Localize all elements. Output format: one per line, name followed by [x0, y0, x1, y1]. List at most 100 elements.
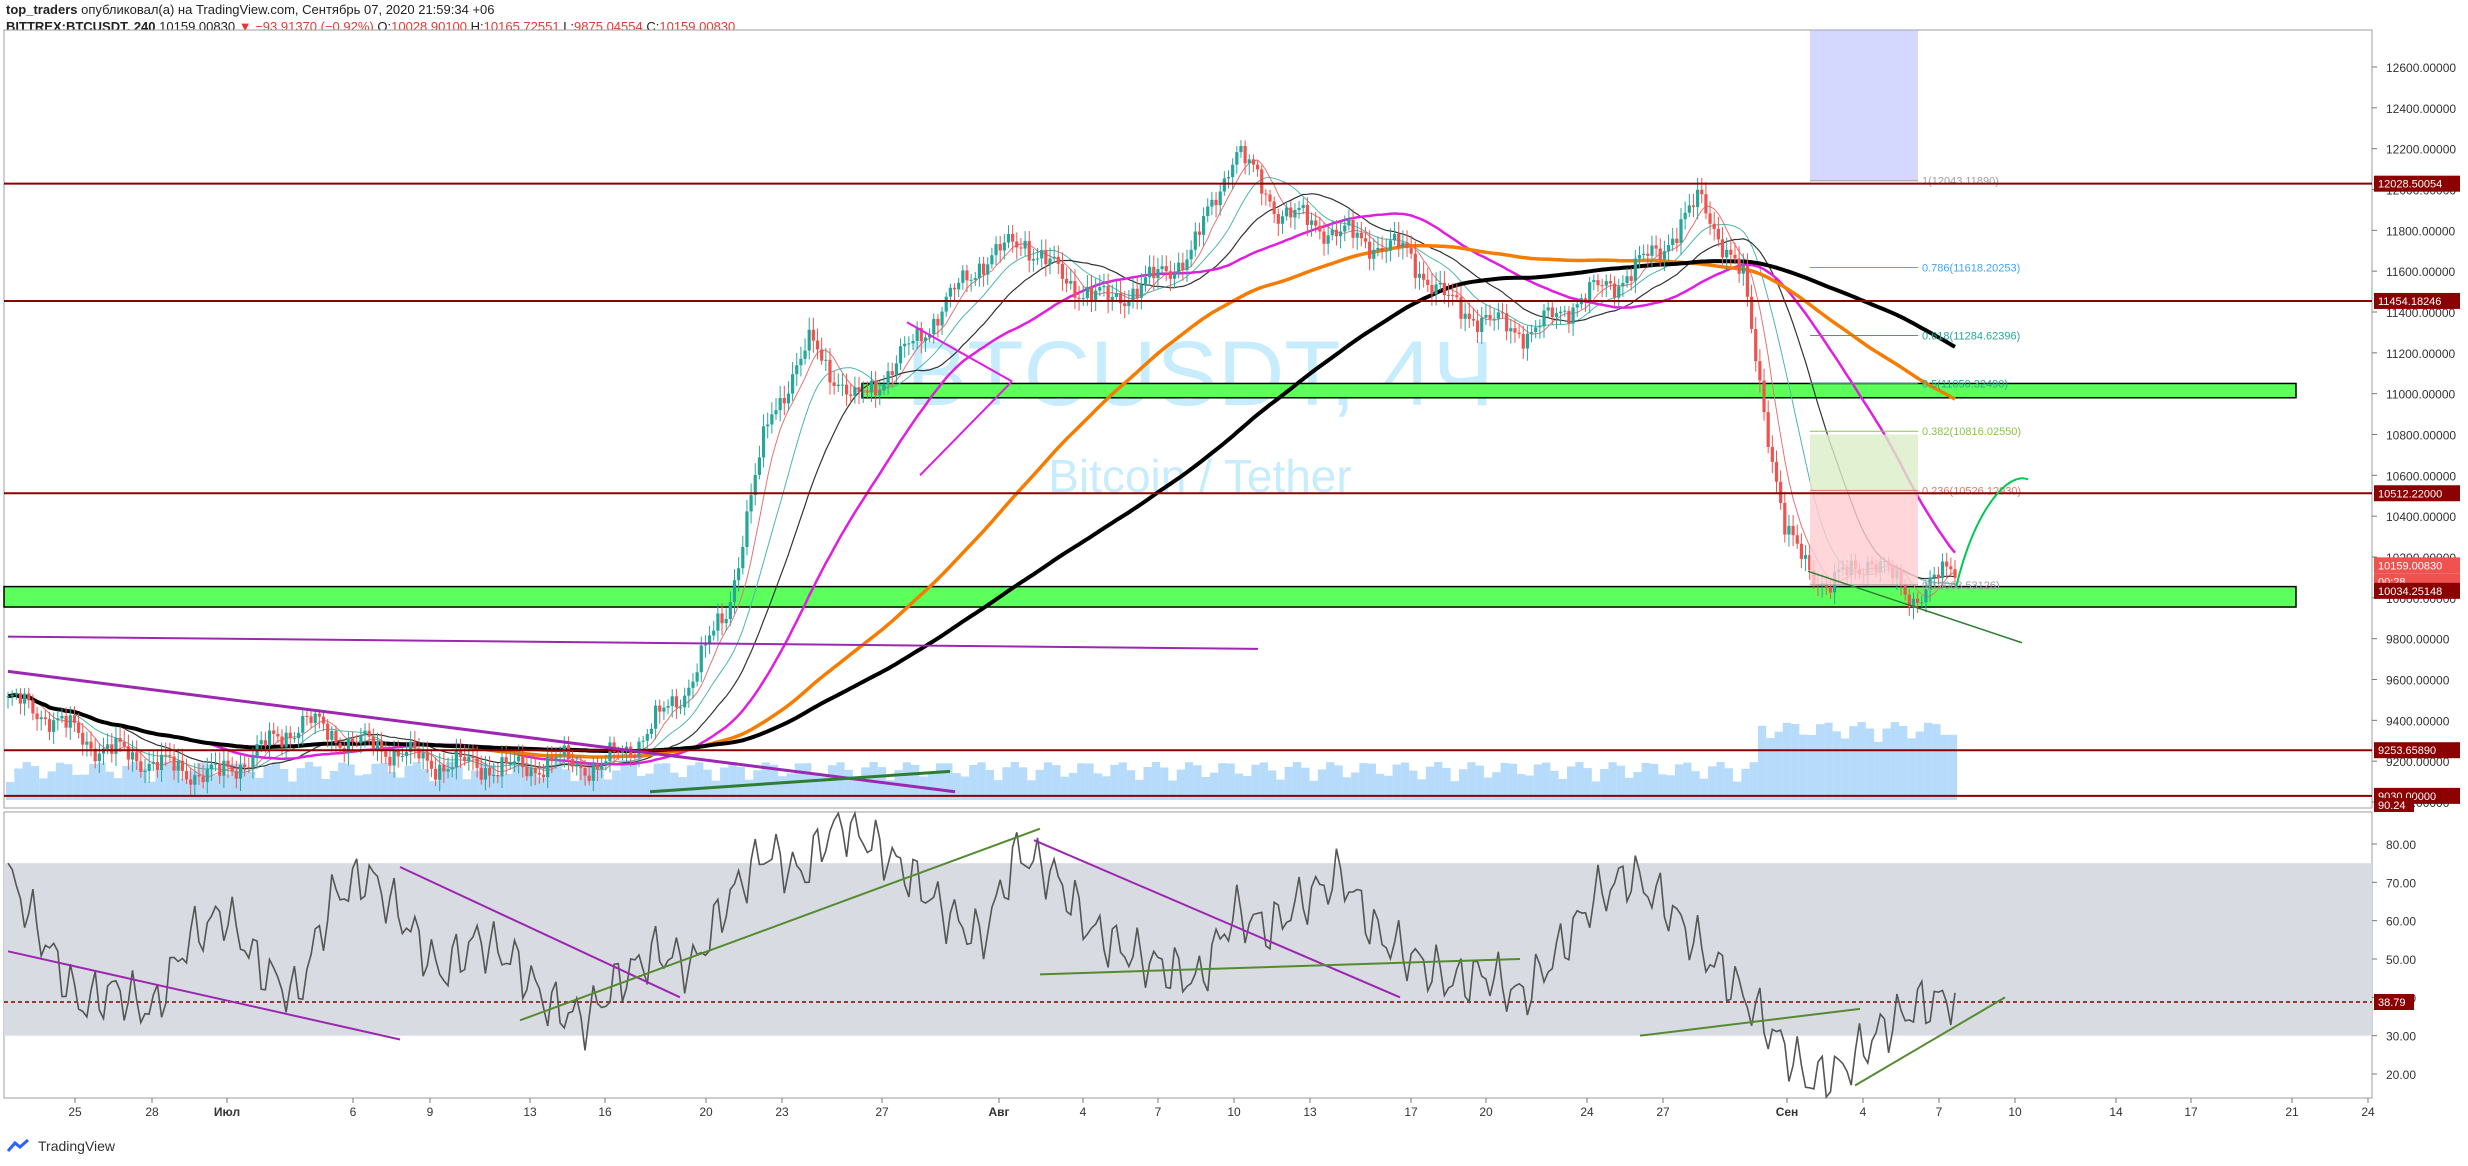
candle-body [1949, 566, 1953, 570]
price-pane[interactable] [3, 29, 2373, 809]
candle-body [774, 410, 778, 415]
osc-trend-purple-1[interactable] [7, 950, 401, 1041]
level-badge-label: 12028.50054 [2378, 179, 2442, 191]
candle-body [1907, 594, 1911, 608]
candle-body [670, 696, 674, 706]
candle-body [986, 264, 990, 275]
time-axis-label: 24 [1580, 1105, 1594, 1119]
candle-body [1475, 320, 1480, 332]
candle-body [122, 741, 126, 747]
volume-bar [952, 773, 961, 800]
candle-body [1488, 315, 1492, 319]
footer-brand[interactable]: TradingView [38, 1138, 116, 1154]
candle-body [504, 757, 508, 764]
candle-body [31, 700, 35, 714]
candle-body [824, 359, 828, 361]
time-axis-label: 17 [1404, 1105, 1418, 1119]
candle-body [944, 296, 948, 312]
candle-body [807, 329, 811, 351]
osc-trend-green-1[interactable] [519, 827, 1041, 1022]
volume-bar [1774, 731, 1783, 800]
candle-body [27, 693, 31, 701]
candle-body [1642, 253, 1646, 256]
fib-level-label: 0(10063.53126) [1922, 580, 2000, 592]
support-zone-upper[interactable] [861, 382, 2297, 399]
candle-body [1637, 255, 1642, 259]
osc-trend-green-2[interactable] [1039, 958, 1521, 976]
candle-body [1513, 328, 1517, 333]
candle-body [197, 775, 201, 777]
candle-body [1006, 233, 1011, 243]
candle-body [1388, 240, 1393, 251]
osc-axis-label: 60.00 [2386, 915, 2416, 929]
candle-body [126, 746, 130, 760]
osc-trend-purple-2[interactable] [399, 866, 681, 999]
candle-body [458, 750, 463, 758]
volume-bar [1674, 764, 1684, 800]
candle-body [496, 774, 500, 777]
author-name[interactable]: top_traders [6, 2, 78, 17]
time-axis-label: Сен [1776, 1105, 1799, 1119]
candle-body [1932, 574, 1936, 578]
candle-body [1679, 219, 1683, 244]
candle-body [433, 768, 438, 780]
candle-body [600, 764, 604, 769]
candle-body [1604, 281, 1608, 286]
volume-bar [205, 764, 214, 800]
candle-body [309, 716, 313, 723]
candle-body [529, 767, 533, 777]
time-axis-label: 20 [1479, 1105, 1493, 1119]
trendline-magenta-flag-bottom[interactable] [919, 380, 1013, 477]
candle-body [380, 741, 384, 752]
price-axis-label: 12600.00000 [2386, 61, 2456, 75]
candle-body [1056, 256, 1060, 264]
volume-bar [1483, 777, 1493, 800]
trendline-purple-flat[interactable] [7, 635, 1259, 650]
candle-body [981, 263, 986, 275]
osc-trend-purple-3[interactable] [1033, 839, 1401, 999]
candle-body [745, 511, 749, 547]
volume-bar [960, 776, 970, 800]
trendline-magenta-flag-top[interactable] [906, 321, 1013, 383]
osc-trend-green-3[interactable] [1639, 1007, 1861, 1037]
volume-bar [271, 762, 280, 800]
candle-body [1040, 250, 1044, 259]
candle-body [778, 398, 782, 411]
candle-body [1019, 247, 1023, 249]
candle-body [1380, 247, 1384, 252]
candle-body [911, 340, 915, 344]
candle-body [1791, 525, 1795, 536]
candle-body [1027, 240, 1031, 261]
candle-body [68, 715, 72, 728]
volume-bar [587, 762, 596, 800]
candle-body [1210, 199, 1214, 207]
candle-body [1077, 297, 1081, 299]
candle-body [305, 716, 309, 718]
candle-body [1625, 276, 1629, 283]
volume-bar [686, 765, 696, 800]
support-zone-lower[interactable] [3, 585, 2297, 608]
candle-body [1683, 212, 1687, 220]
trendline-green-base[interactable] [649, 769, 951, 794]
candle-body [1255, 164, 1260, 170]
candle-body [782, 398, 786, 404]
volume-bar [778, 776, 787, 800]
candle-body [106, 744, 110, 749]
candle-body [139, 761, 143, 772]
price-axis-label: 9600.00000 [2386, 674, 2450, 688]
trendline-purple-descending[interactable] [7, 669, 956, 794]
candle-body [1023, 240, 1027, 249]
trendline-green-support[interactable] [1807, 570, 2023, 644]
candle-body [512, 761, 517, 764]
volume-bar [1716, 762, 1725, 800]
volume-bar [977, 762, 986, 800]
candle-body [130, 752, 135, 760]
osc-trend-green-4[interactable] [1854, 996, 2006, 1087]
volume-bar [1757, 725, 1767, 800]
projection-arrow[interactable] [1955, 477, 2029, 588]
fib-red-box [1810, 493, 1918, 585]
volume-bar [1002, 767, 1011, 800]
candle-body [1035, 258, 1040, 260]
candle-body [363, 730, 367, 736]
